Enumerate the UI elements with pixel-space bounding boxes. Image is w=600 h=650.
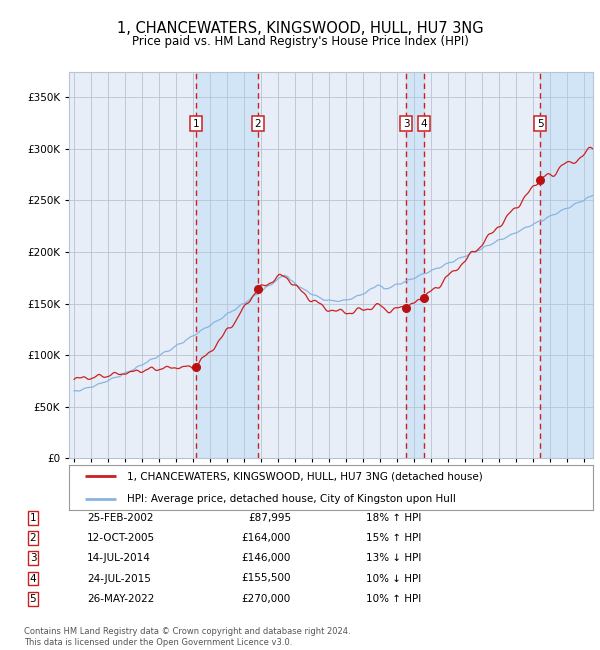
Text: 10% ↓ HPI: 10% ↓ HPI bbox=[366, 573, 421, 584]
Text: Contains HM Land Registry data © Crown copyright and database right 2024.
This d: Contains HM Land Registry data © Crown c… bbox=[24, 627, 350, 647]
Text: 2: 2 bbox=[29, 533, 37, 543]
Text: £270,000: £270,000 bbox=[242, 593, 291, 604]
Text: 15% ↑ HPI: 15% ↑ HPI bbox=[366, 533, 421, 543]
Text: 18% ↑ HPI: 18% ↑ HPI bbox=[366, 513, 421, 523]
Text: 12-OCT-2005: 12-OCT-2005 bbox=[87, 533, 155, 543]
Text: 24-JUL-2015: 24-JUL-2015 bbox=[87, 573, 151, 584]
Text: £164,000: £164,000 bbox=[242, 533, 291, 543]
Text: 26-MAY-2022: 26-MAY-2022 bbox=[87, 593, 154, 604]
Text: £155,500: £155,500 bbox=[241, 573, 291, 584]
Text: 5: 5 bbox=[29, 593, 37, 604]
Text: 3: 3 bbox=[403, 119, 410, 129]
Text: £146,000: £146,000 bbox=[242, 553, 291, 564]
Bar bbox=[196, 72, 257, 458]
Text: £87,995: £87,995 bbox=[248, 513, 291, 523]
Text: 1, CHANCEWATERS, KINGSWOOD, HULL, HU7 3NG: 1, CHANCEWATERS, KINGSWOOD, HULL, HU7 3N… bbox=[116, 21, 484, 36]
Text: 25-FEB-2002: 25-FEB-2002 bbox=[87, 513, 154, 523]
Bar bbox=[406, 72, 424, 458]
Text: 5: 5 bbox=[537, 119, 544, 129]
Text: 4: 4 bbox=[421, 119, 427, 129]
Text: 3: 3 bbox=[29, 553, 37, 564]
Text: 14-JUL-2014: 14-JUL-2014 bbox=[87, 553, 151, 564]
Bar bbox=[540, 72, 593, 458]
Text: 2: 2 bbox=[254, 119, 261, 129]
Text: 1: 1 bbox=[193, 119, 199, 129]
Text: 1, CHANCEWATERS, KINGSWOOD, HULL, HU7 3NG (detached house): 1, CHANCEWATERS, KINGSWOOD, HULL, HU7 3N… bbox=[127, 471, 482, 481]
Text: 10% ↑ HPI: 10% ↑ HPI bbox=[366, 593, 421, 604]
Text: HPI: Average price, detached house, City of Kingston upon Hull: HPI: Average price, detached house, City… bbox=[127, 494, 455, 504]
Text: 4: 4 bbox=[29, 573, 37, 584]
Text: 1: 1 bbox=[29, 513, 37, 523]
Text: 13% ↓ HPI: 13% ↓ HPI bbox=[366, 553, 421, 564]
Text: Price paid vs. HM Land Registry's House Price Index (HPI): Price paid vs. HM Land Registry's House … bbox=[131, 35, 469, 48]
